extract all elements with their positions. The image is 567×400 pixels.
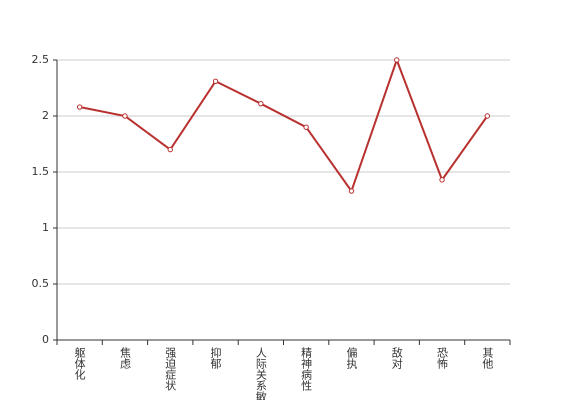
x-tick-label: 抑郁: [209, 346, 222, 369]
point: [76, 104, 83, 110]
x-tick-label: 躯体化: [73, 347, 86, 381]
point: [258, 100, 264, 107]
point: [303, 124, 309, 130]
y-tick-label: 2.5: [32, 53, 50, 66]
x-tick-label: 敌对: [390, 346, 403, 369]
point: [394, 57, 400, 63]
x-tick-label: 偏执: [345, 346, 358, 370]
x-tick-label: 恐怖: [436, 347, 449, 369]
y-tick-label: 0.5: [32, 277, 50, 290]
y-tick-label: 1.5: [32, 165, 50, 178]
point: [122, 113, 128, 119]
x-tick-label: 焦虑: [118, 347, 131, 369]
x-tick-label: 人际关系敏感: [254, 347, 267, 400]
point: [212, 78, 219, 84]
point: [167, 146, 173, 153]
y-tick-label: 0: [42, 333, 49, 346]
x-tick-label: 强迫症状: [164, 347, 177, 391]
x-tick-label: 精神病性: [300, 347, 313, 392]
line: [79, 57, 489, 194]
y-tick-label: 2: [42, 109, 49, 122]
y-tick-label: 1: [42, 221, 49, 234]
point: [484, 113, 491, 119]
point: [348, 188, 355, 194]
point: [439, 177, 445, 183]
x-tick-label: 其他: [481, 347, 494, 369]
